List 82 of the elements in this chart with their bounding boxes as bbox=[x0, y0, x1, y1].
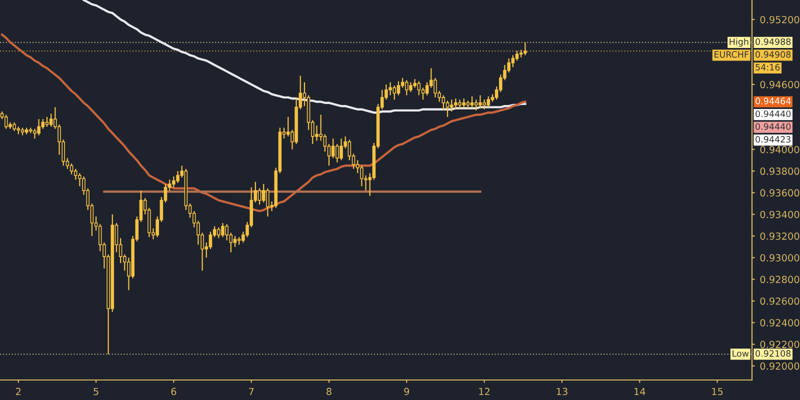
candlestick bbox=[331, 138, 335, 159]
candlestick bbox=[45, 116, 49, 128]
candlestick bbox=[208, 231, 212, 250]
x-tick-label: 12 bbox=[479, 388, 490, 396]
text: 0.94440 bbox=[756, 110, 791, 118]
candlestick bbox=[434, 77, 437, 98]
candlestick bbox=[392, 84, 396, 100]
x-tick-label: 8 bbox=[326, 388, 332, 396]
y-tick-label: 0.92400 bbox=[760, 319, 800, 326]
line-series bbox=[0, 34, 526, 212]
y-tick-label: 0.93600 bbox=[760, 189, 800, 197]
x-tick-label: 9 bbox=[404, 388, 410, 396]
candlestick bbox=[396, 80, 400, 96]
candlestick bbox=[233, 235, 237, 248]
candlestick bbox=[405, 80, 408, 96]
y-tick-label: 0.92800 bbox=[760, 276, 800, 284]
text: 0.92108 bbox=[756, 350, 791, 357]
candlestick bbox=[482, 99, 486, 110]
y-tick-label: 0.92000 bbox=[760, 362, 800, 370]
text: 0.94440 bbox=[756, 123, 791, 130]
candlestick bbox=[70, 162, 74, 175]
candlestick bbox=[524, 42, 527, 56]
x-tick-label: 13 bbox=[556, 388, 568, 396]
candlestick bbox=[474, 99, 478, 111]
x-tick-label: 15 bbox=[712, 388, 723, 396]
candlestick bbox=[49, 113, 53, 128]
candlestick bbox=[515, 50, 519, 62]
y-tick-label: 0.93200 bbox=[760, 232, 800, 240]
text: 0.94908 bbox=[756, 51, 791, 58]
y-tick-label: 0.93000 bbox=[760, 254, 800, 262]
candlestick bbox=[417, 80, 421, 96]
x-tick-label: 7 bbox=[249, 388, 254, 396]
candlestick bbox=[462, 98, 466, 109]
candlestick bbox=[258, 188, 262, 206]
y-tick-label: 0.94000 bbox=[760, 146, 800, 154]
candlestick bbox=[315, 125, 318, 142]
y-tick-label: 0.93400 bbox=[760, 210, 800, 218]
candlestick bbox=[41, 118, 45, 130]
candlestick bbox=[409, 82, 412, 93]
candlestick bbox=[33, 128, 36, 140]
candlestick bbox=[511, 54, 515, 68]
x-tick-label: 5 bbox=[94, 388, 98, 396]
candlestick bbox=[454, 98, 458, 110]
x-tick-label: 6 bbox=[171, 388, 176, 396]
candlestick bbox=[221, 222, 224, 238]
candlestick bbox=[217, 226, 220, 239]
candlestick bbox=[425, 82, 429, 96]
candlestick bbox=[262, 183, 266, 204]
candlestick bbox=[478, 94, 482, 109]
text: 0.94464 bbox=[756, 98, 791, 104]
candlestick bbox=[450, 99, 454, 112]
line-series bbox=[82, 0, 526, 114]
candlestick bbox=[486, 96, 490, 108]
candlestick bbox=[470, 96, 474, 109]
y-tick-label: 0.92600 bbox=[760, 297, 800, 305]
candlestick bbox=[176, 170, 180, 184]
candlestick bbox=[336, 143, 339, 163]
candlestick bbox=[421, 87, 425, 100]
candlestick bbox=[4, 114, 8, 130]
ref-line-label: High bbox=[730, 38, 748, 47]
candlestick bbox=[446, 100, 450, 118]
candlestick bbox=[37, 118, 40, 136]
x-tick-label: 14 bbox=[634, 388, 646, 396]
candlestick bbox=[225, 224, 228, 241]
candlestick bbox=[348, 139, 352, 161]
candlestick bbox=[388, 82, 392, 96]
y-tick-label: 0.92200 bbox=[760, 340, 800, 348]
ref-line-label: Low bbox=[732, 350, 749, 357]
text: 0.94423 bbox=[756, 136, 790, 143]
candlestick bbox=[323, 134, 327, 152]
y-tick-label: 0.94600 bbox=[760, 80, 800, 88]
candlestick bbox=[266, 188, 270, 218]
candlestick bbox=[360, 165, 364, 187]
text: 0.94988 bbox=[756, 38, 791, 45]
ref-line-label: EURCHF bbox=[714, 51, 748, 58]
candlestick bbox=[340, 138, 343, 161]
x-tick-label: 2 bbox=[16, 388, 21, 396]
text: 54:16 bbox=[756, 64, 780, 71]
candlestick bbox=[442, 94, 446, 111]
candlestick bbox=[458, 99, 462, 110]
y-tick-label: 0.93800 bbox=[760, 168, 800, 175]
y-tick-label: 0.95200 bbox=[760, 16, 800, 24]
